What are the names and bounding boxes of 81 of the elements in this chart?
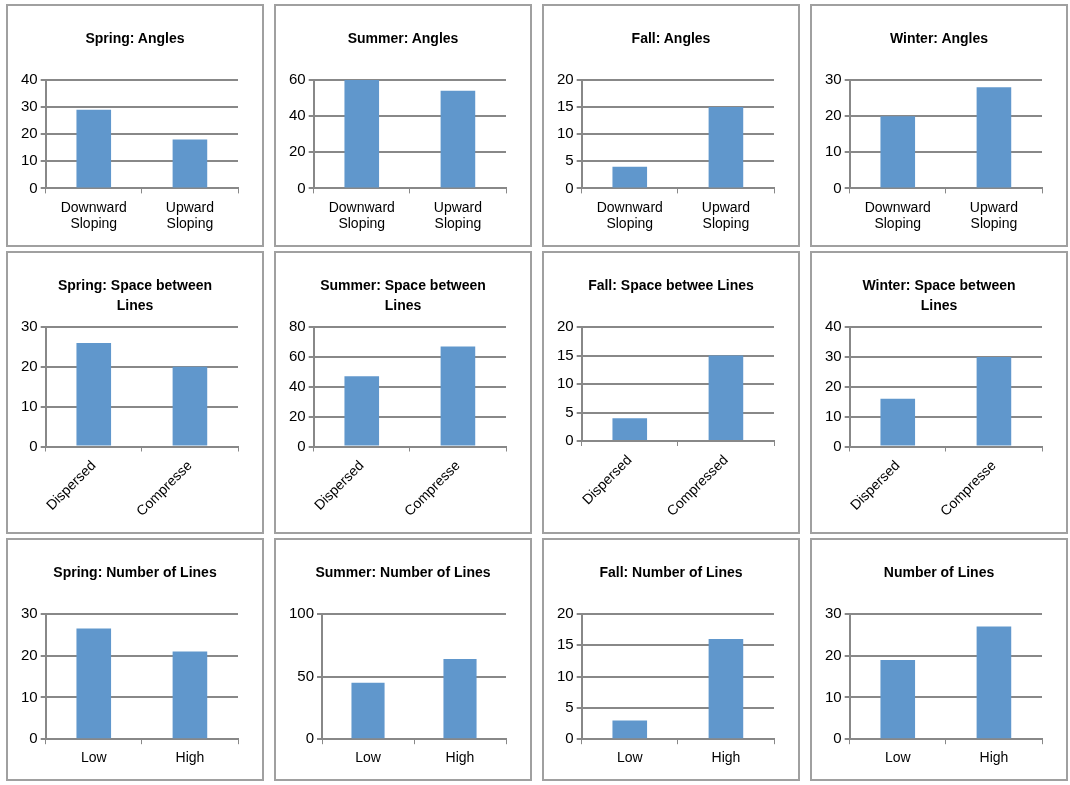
chart-title: Fall: Angles xyxy=(631,29,711,48)
y-tick-label: 30 xyxy=(825,70,842,88)
x-tick-label: Low xyxy=(355,749,382,766)
chart-title: Spring: Number of Lines xyxy=(53,563,217,582)
chart-title: Spring: Angles xyxy=(85,29,185,48)
y-tick-label: 20 xyxy=(289,406,306,424)
x-tick-label: Downward Sloping xyxy=(328,198,395,232)
y-tick-label: 20 xyxy=(289,142,306,160)
x-tick-label: High xyxy=(711,749,741,766)
y-tick-label: 10 xyxy=(21,396,38,414)
x-tick-label: Downward Sloping xyxy=(60,198,127,232)
chart-title: Summer: Angles xyxy=(347,29,459,48)
y-tick-label: 0 xyxy=(833,178,842,196)
x-tick-label: Upward Sloping xyxy=(969,198,1019,232)
y-tick-label: 0 xyxy=(29,178,38,196)
y-tick-label: 30 xyxy=(21,97,38,115)
y-tick-label: 20 xyxy=(21,645,38,663)
chart-title: Winter: Angles xyxy=(889,29,989,48)
y-tick-label: 30 xyxy=(21,317,38,335)
x-tick-label: Low xyxy=(884,749,912,766)
x-tick-label: High xyxy=(175,749,205,766)
y-tick-label: 15 xyxy=(557,345,574,363)
y-tick-label: 40 xyxy=(21,70,38,88)
y-tick-label: 5 xyxy=(565,151,574,169)
y-tick-label: 0 xyxy=(305,729,315,747)
y-tick-label: 0 xyxy=(297,436,306,454)
x-tick-label: Upward Sloping xyxy=(433,198,483,232)
y-tick-label: 0 xyxy=(29,436,38,454)
y-tick-label: 0 xyxy=(565,431,574,449)
x-tick-label: Low xyxy=(616,749,644,766)
x-tick-label: Downward Sloping xyxy=(864,198,931,232)
y-tick-label: 10 xyxy=(557,124,574,142)
y-tick-label: 40 xyxy=(825,317,842,335)
y-tick-label: 10 xyxy=(21,151,38,169)
y-tick-label: 30 xyxy=(21,604,38,622)
y-tick-label: 20 xyxy=(21,356,38,374)
y-tick-label: 15 xyxy=(557,635,574,653)
y-tick-label: 10 xyxy=(825,142,842,160)
y-tick-label: 5 xyxy=(565,402,574,420)
y-tick-label: 0 xyxy=(833,729,842,747)
y-tick-label: 20 xyxy=(825,106,842,124)
y-tick-label: 10 xyxy=(21,687,38,705)
chart-title: Spring: Space between Lines xyxy=(56,276,213,315)
chart-title: Summer: Space between Lines xyxy=(319,276,487,315)
y-tick-label: 40 xyxy=(289,106,306,124)
y-tick-label: 60 xyxy=(289,347,306,365)
y-tick-label: 20 xyxy=(825,645,842,663)
chart-title: Fall: Space betwee Lines xyxy=(588,276,754,295)
y-tick-label: 100 xyxy=(289,604,315,622)
y-tick-label: 10 xyxy=(557,374,574,392)
y-tick-label: 15 xyxy=(557,97,574,115)
chart-title: Fall: Number of Lines xyxy=(599,563,743,582)
y-tick-label: 30 xyxy=(825,604,842,622)
y-tick-label: 50 xyxy=(297,666,315,684)
y-tick-label: 10 xyxy=(557,666,574,684)
y-tick-label: 20 xyxy=(825,376,842,394)
chart-title: Number of Lines xyxy=(883,563,995,582)
y-tick-label: 30 xyxy=(825,347,842,365)
x-tick-label: High xyxy=(445,749,475,766)
y-tick-label: 20 xyxy=(557,317,574,335)
y-tick-label: 0 xyxy=(565,729,574,747)
y-tick-label: 0 xyxy=(297,178,306,196)
y-tick-label: 20 xyxy=(21,124,38,142)
x-tick-label: Downward Sloping xyxy=(596,198,663,232)
x-tick-label: Upward Sloping xyxy=(165,198,215,232)
y-tick-label: 0 xyxy=(29,729,38,747)
x-tick-label: Upward Sloping xyxy=(701,198,751,232)
y-tick-label: 60 xyxy=(289,70,306,88)
chart-title: Winter: Space between Lines xyxy=(861,276,1017,315)
y-tick-label: 40 xyxy=(289,376,306,394)
y-tick-label: 80 xyxy=(289,317,306,335)
chart-title: Summer: Number of Lines xyxy=(315,563,491,582)
y-tick-label: 5 xyxy=(565,698,574,716)
y-tick-label: 0 xyxy=(833,436,842,454)
y-tick-label: 0 xyxy=(565,178,574,196)
x-tick-label: High xyxy=(979,749,1009,766)
y-tick-label: 20 xyxy=(557,604,574,622)
y-tick-label: 20 xyxy=(557,70,574,88)
y-tick-label: 10 xyxy=(825,687,842,705)
y-tick-label: 10 xyxy=(825,406,842,424)
x-tick-label: Low xyxy=(80,749,108,766)
